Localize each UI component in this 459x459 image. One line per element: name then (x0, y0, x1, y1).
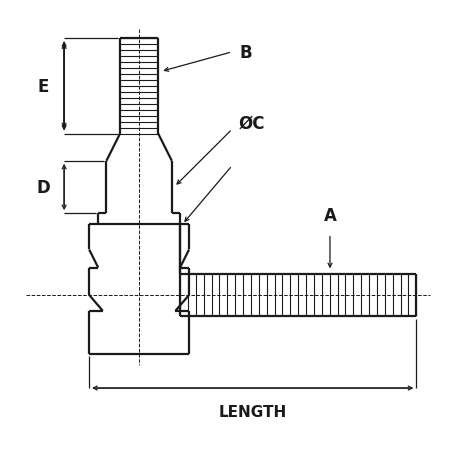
Text: D: D (37, 179, 50, 196)
Text: E: E (38, 78, 49, 95)
Text: A: A (323, 207, 336, 225)
Text: B: B (239, 44, 251, 62)
Text: LENGTH: LENGTH (218, 404, 286, 419)
Text: ØC: ØC (239, 114, 265, 132)
